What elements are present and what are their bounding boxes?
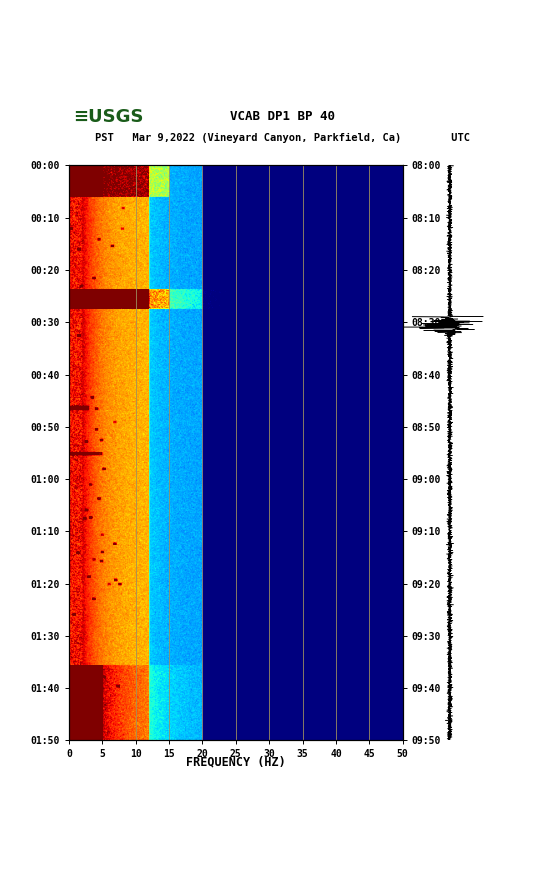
Text: VCAB DP1 BP 40: VCAB DP1 BP 40 (230, 110, 336, 123)
Text: PST   Mar 9,2022 (Vineyard Canyon, Parkfield, Ca)        UTC: PST Mar 9,2022 (Vineyard Canyon, Parkfie… (95, 133, 470, 144)
Text: ≡USGS: ≡USGS (73, 108, 144, 126)
Text: FREQUENCY (HZ): FREQUENCY (HZ) (186, 756, 286, 768)
